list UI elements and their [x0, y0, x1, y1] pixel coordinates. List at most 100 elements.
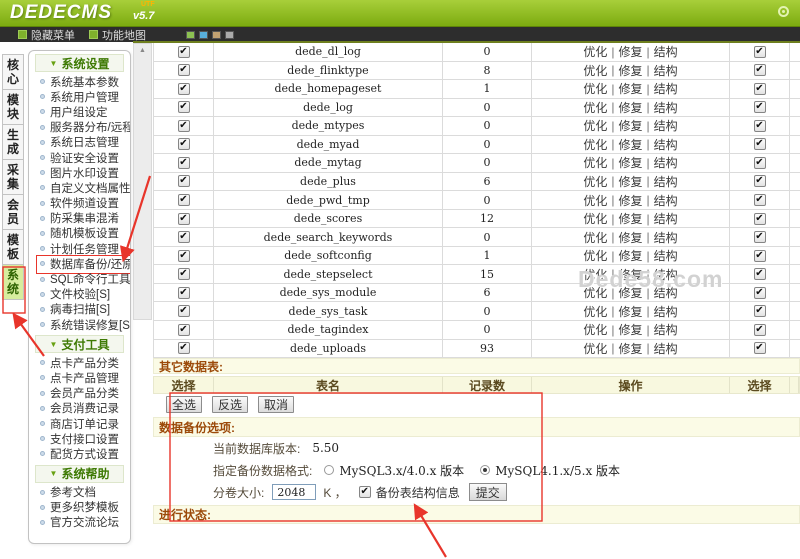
row-select-checkbox[interactable]: ✔ — [177, 101, 190, 114]
sidebar-item-随机模板设置[interactable]: 随机模板设置 — [29, 226, 130, 241]
op-link-修复[interactable]: 修复 — [618, 267, 643, 282]
row-select-checkbox-right[interactable]: ✔ — [753, 305, 766, 318]
op-link-优化[interactable]: 优化 — [583, 323, 608, 338]
sidebar-section-支付工具[interactable]: ▼ 支付工具 — [35, 335, 124, 354]
row-select-checkbox-right[interactable]: ✔ — [753, 138, 766, 151]
module-tab-会员[interactable]: 会员 — [2, 194, 24, 230]
row-select-checkbox-right[interactable]: ✔ — [753, 212, 766, 225]
row-select-checkbox[interactable]: ✔ — [177, 64, 190, 77]
op-link-结构[interactable]: 结构 — [653, 137, 678, 152]
op-link-优化[interactable]: 优化 — [583, 100, 608, 115]
row-select-checkbox-right[interactable]: ✔ — [753, 268, 766, 281]
row-select-checkbox-right[interactable]: ✔ — [753, 156, 766, 169]
sidebar-item-官方交流论坛[interactable]: 官方交流论坛 — [29, 515, 130, 530]
sidebar-item-计划任务管理[interactable]: 计划任务管理 — [29, 241, 130, 256]
cancel-selection-button[interactable]: 取消 — [258, 396, 295, 413]
row-select-checkbox[interactable]: ✔ — [177, 156, 190, 169]
sidebar-item-支付接口设置[interactable]: 支付接口设置 — [29, 431, 130, 446]
op-link-修复[interactable]: 修复 — [618, 249, 643, 264]
op-link-修复[interactable]: 修复 — [618, 82, 643, 97]
function-map-button[interactable]: 功能地图 — [89, 27, 146, 43]
op-link-优化[interactable]: 优化 — [583, 174, 608, 189]
op-link-结构[interactable]: 结构 — [653, 341, 678, 356]
row-select-checkbox[interactable]: ✔ — [177, 138, 190, 151]
op-link-结构[interactable]: 结构 — [653, 286, 678, 301]
row-select-checkbox[interactable]: ✔ — [177, 323, 190, 336]
row-select-checkbox[interactable]: ✔ — [177, 305, 190, 318]
op-link-优化[interactable]: 优化 — [583, 193, 608, 208]
module-tab-生成[interactable]: 生成 — [2, 124, 24, 160]
sidebar-item-病毒扫描[S][interactable]: 病毒扫描[S] — [29, 302, 130, 317]
sidebar-item-图片水印设置[interactable]: 图片水印设置 — [29, 165, 130, 180]
sidebar-item-验证安全设置[interactable]: 验证安全设置 — [29, 150, 130, 165]
sidebar-section-系统设置[interactable]: ▼ 系统设置 — [35, 54, 124, 72]
op-link-优化[interactable]: 优化 — [583, 230, 608, 245]
row-select-checkbox-right[interactable]: ✔ — [753, 119, 766, 132]
op-link-优化[interactable]: 优化 — [583, 137, 608, 152]
op-link-修复[interactable]: 修复 — [618, 212, 643, 227]
op-link-结构[interactable]: 结构 — [653, 304, 678, 319]
sidebar-item-SQL命令行工具[interactable]: SQL命令行工具 — [29, 271, 130, 286]
sidebar-item-用户组设定[interactable]: 用户组设定 — [29, 104, 130, 119]
sidebar-item-点卡产品分类[interactable]: 点卡产品分类 — [29, 355, 130, 370]
theme-swatch-4[interactable] — [225, 30, 234, 39]
op-link-修复[interactable]: 修复 — [618, 45, 643, 60]
row-select-checkbox-right[interactable]: ✔ — [753, 175, 766, 188]
op-link-修复[interactable]: 修复 — [618, 323, 643, 338]
row-select-checkbox-right[interactable]: ✔ — [753, 286, 766, 299]
op-link-修复[interactable]: 修复 — [618, 304, 643, 319]
op-link-结构[interactable]: 结构 — [653, 323, 678, 338]
sidebar-item-更多织梦模板[interactable]: 更多织梦模板 — [29, 500, 130, 515]
row-select-checkbox[interactable]: ✔ — [177, 119, 190, 132]
sidebar-item-会员消费记录[interactable]: 会员消费记录 — [29, 401, 130, 416]
module-tab-系统[interactable]: 系统 — [2, 264, 24, 300]
row-select-checkbox-right[interactable]: ✔ — [753, 342, 766, 355]
op-link-修复[interactable]: 修复 — [618, 100, 643, 115]
row-select-checkbox[interactable]: ✔ — [177, 212, 190, 225]
sidebar-item-服务器分布/远程[interactable]: 服务器分布/远程 — [29, 120, 130, 135]
row-select-checkbox[interactable]: ✔ — [177, 286, 190, 299]
row-select-checkbox-right[interactable]: ✔ — [753, 231, 766, 244]
row-select-checkbox[interactable]: ✔ — [177, 268, 190, 281]
op-link-优化[interactable]: 优化 — [583, 156, 608, 171]
row-select-checkbox-right[interactable]: ✔ — [753, 323, 766, 336]
volume-size-input[interactable] — [272, 484, 317, 500]
module-tab-模块[interactable]: 模块 — [2, 89, 24, 125]
op-link-结构[interactable]: 结构 — [653, 249, 678, 264]
row-select-checkbox[interactable]: ✔ — [177, 45, 190, 58]
op-link-修复[interactable]: 修复 — [618, 174, 643, 189]
sidebar-item-配货方式设置[interactable]: 配货方式设置 — [29, 446, 130, 461]
op-link-优化[interactable]: 优化 — [583, 82, 608, 97]
sidebar-item-系统用户管理[interactable]: 系统用户管理 — [29, 89, 130, 104]
table-scrollbar[interactable]: ▲ — [133, 43, 152, 320]
op-link-优化[interactable]: 优化 — [583, 63, 608, 78]
op-link-修复[interactable]: 修复 — [618, 119, 643, 134]
op-link-优化[interactable]: 优化 — [583, 249, 608, 264]
op-link-修复[interactable]: 修复 — [618, 63, 643, 78]
op-link-优化[interactable]: 优化 — [583, 212, 608, 227]
select-all-button[interactable]: 全选 — [166, 396, 203, 413]
sidebar-item-点卡产品管理[interactable]: 点卡产品管理 — [29, 370, 130, 385]
row-select-checkbox[interactable]: ✔ — [177, 175, 190, 188]
op-link-结构[interactable]: 结构 — [653, 267, 678, 282]
sidebar-item-数据库备份/还原[interactable]: 数据库备份/还原 — [29, 255, 130, 275]
backup-structure-checkbox[interactable]: ✔ — [358, 486, 371, 498]
op-link-结构[interactable]: 结构 — [653, 156, 678, 171]
row-select-checkbox[interactable]: ✔ — [177, 82, 190, 95]
row-select-checkbox[interactable]: ✔ — [177, 231, 190, 244]
row-select-checkbox-right[interactable]: ✔ — [753, 194, 766, 207]
sidebar-item-系统日志管理[interactable]: 系统日志管理 — [29, 135, 130, 150]
sidebar-item-会员产品分类[interactable]: 会员产品分类 — [29, 386, 130, 401]
op-link-修复[interactable]: 修复 — [618, 137, 643, 152]
module-tab-模板[interactable]: 模板 — [2, 229, 24, 265]
op-link-优化[interactable]: 优化 — [583, 267, 608, 282]
mysql3-radio[interactable] — [324, 465, 335, 475]
theme-swatch-3[interactable] — [212, 30, 221, 39]
op-link-优化[interactable]: 优化 — [583, 286, 608, 301]
op-link-结构[interactable]: 结构 — [653, 119, 678, 134]
theme-swatch-2[interactable] — [199, 30, 208, 39]
op-link-结构[interactable]: 结构 — [653, 100, 678, 115]
sidebar-item-系统错误修复[S][interactable]: 系统错误修复[S] — [29, 317, 130, 332]
op-link-结构[interactable]: 结构 — [653, 174, 678, 189]
sidebar-section-系统帮助[interactable]: ▼ 系统帮助 — [35, 464, 124, 483]
